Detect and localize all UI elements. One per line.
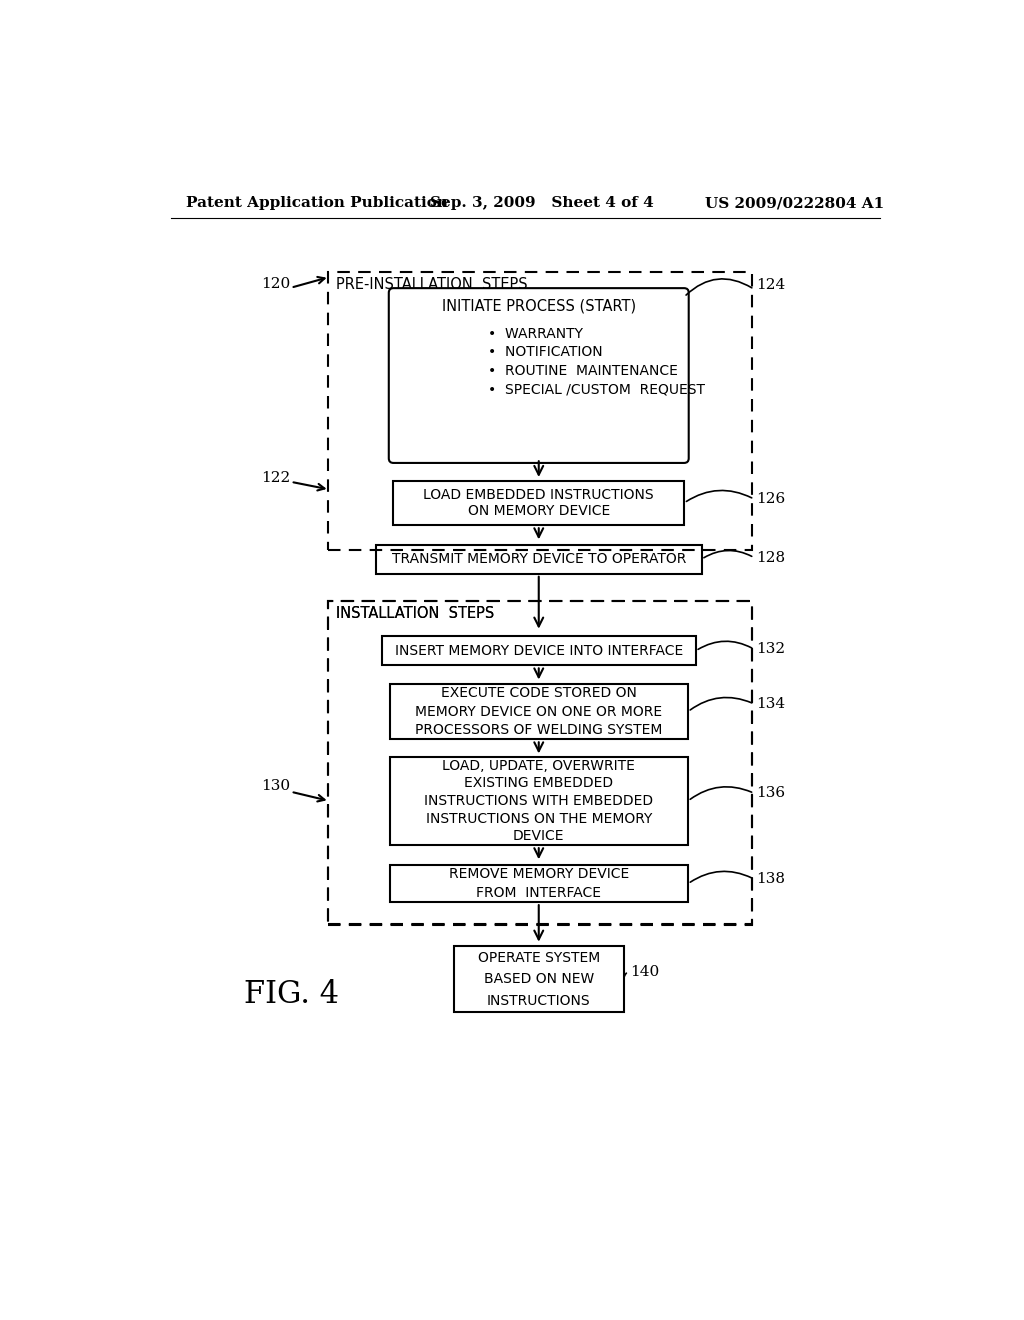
Text: 136: 136 [756, 787, 784, 800]
Text: FIG. 4: FIG. 4 [245, 979, 339, 1010]
Text: •  WARRANTY: • WARRANTY [488, 327, 584, 341]
Text: INSTRUCTIONS: INSTRUCTIONS [487, 994, 591, 1007]
Text: OPERATE SYSTEM: OPERATE SYSTEM [477, 950, 600, 965]
Bar [328, 601, 752, 925]
Text: REMOVE MEMORY DEVICE: REMOVE MEMORY DEVICE [449, 867, 629, 882]
Bar [454, 946, 624, 1012]
Text: 140: 140 [630, 965, 659, 978]
Text: INITIATE PROCESS (START): INITIATE PROCESS (START) [441, 298, 636, 314]
Text: 124: 124 [756, 279, 785, 293]
Text: LOAD EMBEDDED INSTRUCTIONS: LOAD EMBEDDED INSTRUCTIONS [424, 488, 654, 503]
Text: 132: 132 [756, 643, 784, 656]
Text: Sep. 3, 2009   Sheet 4 of 4: Sep. 3, 2009 Sheet 4 of 4 [430, 197, 654, 210]
Text: INSTRUCTIONS WITH EMBEDDED: INSTRUCTIONS WITH EMBEDDED [424, 793, 653, 808]
Text: PROCESSORS OF WELDING SYSTEM: PROCESSORS OF WELDING SYSTEM [415, 723, 663, 737]
Bar [389, 756, 688, 845]
Text: EXECUTE CODE STORED ON: EXECUTE CODE STORED ON [440, 686, 637, 700]
Text: INSTRUCTIONS ON THE MEMORY: INSTRUCTIONS ON THE MEMORY [426, 812, 652, 826]
Text: 120: 120 [261, 277, 291, 290]
Text: DEVICE: DEVICE [513, 829, 564, 843]
Text: ON MEMORY DEVICE: ON MEMORY DEVICE [468, 504, 610, 517]
Text: 128: 128 [756, 550, 784, 565]
Text: 130: 130 [261, 779, 291, 792]
Text: MEMORY DEVICE ON ONE OR MORE: MEMORY DEVICE ON ONE OR MORE [415, 705, 663, 718]
Text: FROM  INTERFACE: FROM INTERFACE [476, 886, 601, 900]
Text: •  ROUTINE  MAINTENANCE: • ROUTINE MAINTENANCE [488, 364, 678, 378]
Text: 134: 134 [756, 697, 784, 711]
Bar [376, 545, 701, 574]
Text: BASED ON NEW: BASED ON NEW [483, 973, 594, 986]
Text: EXISTING EMBEDDED: EXISTING EMBEDDED [464, 776, 613, 791]
Text: INSERT MEMORY DEVICE INTO INTERFACE: INSERT MEMORY DEVICE INTO INTERFACE [394, 644, 683, 657]
Text: TRANSMIT MEMORY DEVICE TO OPERATOR: TRANSMIT MEMORY DEVICE TO OPERATOR [391, 552, 686, 566]
Text: LOAD, UPDATE, OVERWRITE: LOAD, UPDATE, OVERWRITE [442, 759, 635, 772]
Bar [328, 272, 752, 549]
Bar [389, 684, 688, 739]
Text: 138: 138 [756, 873, 784, 886]
Text: •  NOTIFICATION: • NOTIFICATION [488, 346, 603, 359]
Text: Patent Application Publication: Patent Application Publication [186, 197, 449, 210]
Text: 126: 126 [756, 492, 785, 506]
Text: 122: 122 [261, 471, 291, 484]
Text: PRE-INSTALLATION  STEPS: PRE-INSTALLATION STEPS [336, 277, 527, 292]
Bar [328, 601, 752, 924]
Bar [393, 480, 684, 525]
Bar [382, 636, 695, 665]
Text: INSTALLATION  STEPS: INSTALLATION STEPS [336, 606, 494, 620]
Text: US 2009/0222804 A1: US 2009/0222804 A1 [706, 197, 885, 210]
Text: •  SPECIAL /CUSTOM  REQUEST: • SPECIAL /CUSTOM REQUEST [488, 383, 706, 396]
Text: INSTALLATION  STEPS: INSTALLATION STEPS [336, 606, 494, 620]
Bar [389, 866, 688, 903]
